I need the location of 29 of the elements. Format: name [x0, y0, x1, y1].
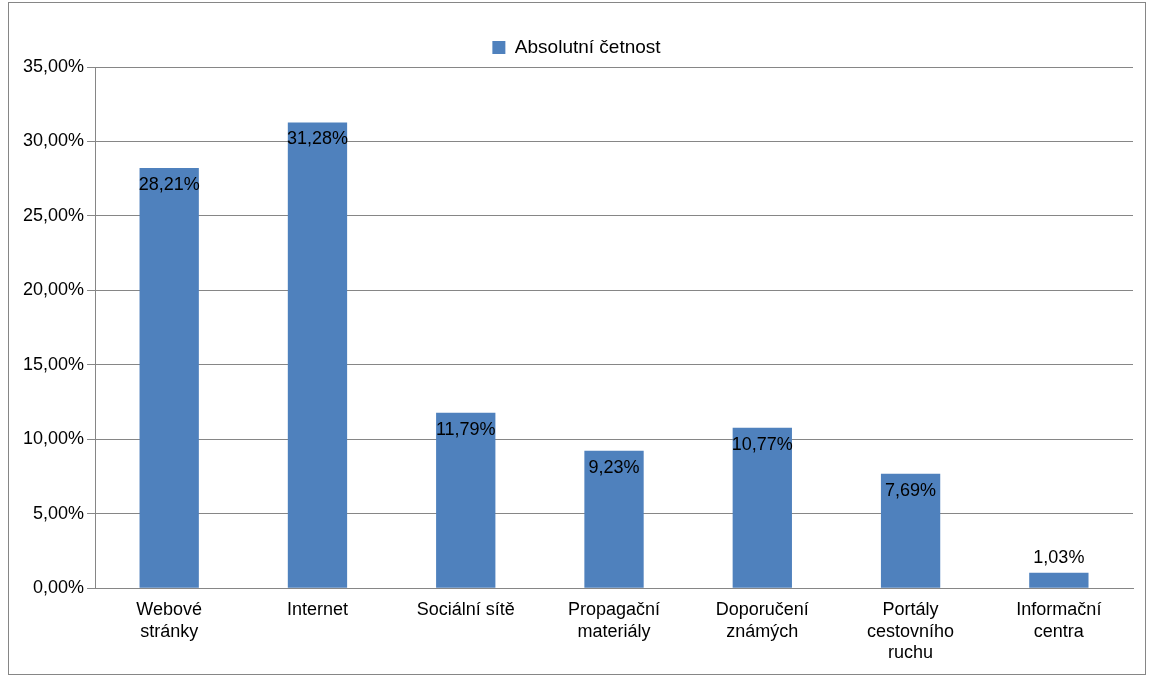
data-label: 9,23% [588, 456, 640, 477]
bar [436, 412, 496, 588]
x-tick-label: Portály cestovního ruchu [867, 598, 955, 663]
x-tick-label: Internet [286, 598, 348, 619]
x-tick-label: Sociální sítě [416, 598, 515, 619]
legend-label: Absolutní četnost [514, 35, 662, 57]
bar [139, 168, 199, 588]
x-tick-label: Doporučení známých [715, 598, 809, 641]
y-tick-label: 25,00% [22, 204, 85, 225]
bar [287, 122, 348, 588]
y-tick-label: 10,00% [22, 428, 85, 449]
data-label: 7,69% [885, 479, 937, 500]
data-label: 11,79% [435, 418, 496, 439]
y-tick-label: 15,00% [22, 353, 85, 374]
data-label: 10,77% [731, 433, 793, 454]
y-tick-label: 30,00% [22, 130, 85, 151]
data-label: 1,03% [1033, 546, 1085, 567]
y-tick-label: 35,00% [22, 55, 85, 76]
y-tick-label: 20,00% [22, 279, 85, 300]
y-tick-label: 0,00% [33, 577, 85, 598]
bar [880, 473, 941, 588]
bar [1029, 572, 1089, 588]
x-tick-label: Informační centra [1016, 598, 1102, 641]
data-label: 28,21% [138, 174, 200, 195]
y-tick-label: 5,00% [33, 502, 85, 523]
x-tick-label: Propagační materiály [567, 598, 661, 641]
bar [732, 427, 792, 588]
x-tick-label: Webové stránky [136, 598, 203, 641]
bar [584, 450, 644, 588]
